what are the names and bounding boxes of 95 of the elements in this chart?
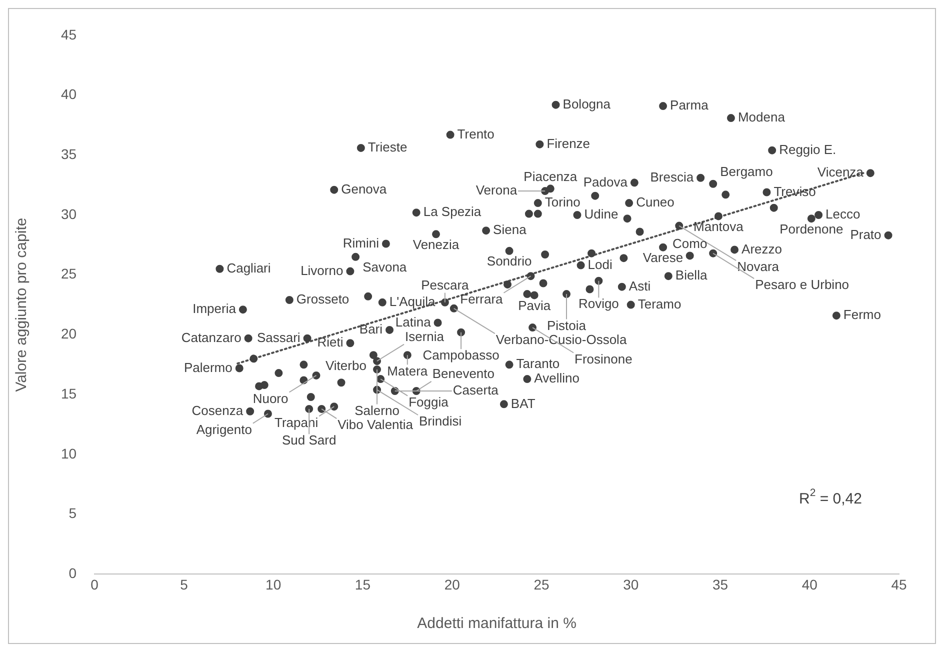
x-tick-label: 45 [891, 576, 907, 592]
annotation: Pordenone [780, 221, 844, 236]
x-tick-label: 15 [354, 576, 371, 592]
annotation: Savona [362, 260, 408, 275]
annotation: Viterbo [325, 358, 366, 373]
x-tick-label: 30 [623, 576, 639, 592]
annotation: Biella [675, 268, 708, 283]
annotation: Varese [642, 250, 684, 266]
annotation: Mantova [694, 218, 744, 234]
annotation: Imperia [192, 301, 237, 316]
annotation: Cuneo [636, 194, 674, 210]
annotation: Palermo [184, 360, 232, 375]
y-tick-label: 25 [60, 266, 77, 282]
annotation: Rovigo [578, 296, 619, 312]
annotation: Como [672, 236, 708, 252]
annotation: Fermo [843, 307, 881, 322]
annotation: Asti [628, 278, 651, 294]
annotation: Siena [493, 222, 528, 238]
annotation: Cosenza [192, 402, 244, 418]
annotation: Campobasso [422, 348, 500, 363]
x-tick-label: 40 [802, 576, 818, 592]
y-tick-label: 0 [68, 565, 77, 582]
annotation: La Spezia [423, 204, 482, 220]
annotation: Brescia [650, 169, 694, 184]
annotation: Arezzo [742, 241, 782, 256]
annotation: Latina [395, 314, 432, 330]
annotation: Venezia [412, 236, 460, 252]
y-tick-label: 10 [60, 445, 77, 462]
x-tick-label: 25 [534, 576, 550, 592]
annotation: Lecco [826, 206, 860, 222]
y-tick-label: 20 [60, 326, 77, 342]
annotation: Taranto [516, 356, 560, 372]
annotation: Matera [387, 363, 428, 378]
annotation: Livorno [300, 262, 344, 278]
annotation: Rimini [342, 235, 380, 250]
x-tick-label: 0 [90, 576, 99, 592]
y-axis-title: Valore aggiunto pro capite [13, 218, 30, 392]
x-tick-label: 20 [444, 576, 460, 592]
annotation: Pescara [421, 277, 470, 292]
annotation: Sassari [256, 330, 300, 345]
annotation: L'Aquila [389, 294, 436, 309]
annotation: Nuoro [252, 390, 288, 406]
y-tick-label: 5 [68, 505, 77, 522]
annotation: Benevento [432, 366, 495, 381]
annotation: Lodi [588, 256, 612, 272]
x-tick-label: 5 [180, 576, 188, 592]
annotation: Grosseto [296, 292, 350, 307]
annotation: Frosinone [574, 351, 632, 366]
x-tick-label: 10 [266, 576, 282, 592]
annotation: Firenze [546, 136, 590, 151]
annotation: Agrigento [196, 422, 252, 437]
y-tick-label: 40 [60, 86, 77, 102]
annotation: BAT [510, 396, 536, 411]
x-axis-title: Addetti manifattura in % [417, 615, 576, 632]
y-tick-label: 45 [60, 26, 77, 42]
annotation: Piacenza [524, 169, 578, 184]
annotation: Ferrara [460, 291, 504, 306]
annotation: Trapani [274, 414, 318, 430]
annotation: Padova [583, 174, 628, 190]
annotation: Brindisi [419, 414, 462, 429]
annotation: Bologna [562, 96, 612, 112]
annotation: Cagliari [226, 260, 271, 276]
annotation: Bergamo [720, 164, 773, 180]
annotation: Avellino [534, 370, 580, 386]
y-tick-label: 15 [60, 385, 77, 402]
annotation: Pesaro e Urbino [755, 277, 850, 292]
annotation: Parma [670, 98, 710, 113]
annotation: Udine [584, 206, 618, 222]
annotation: Salerno [354, 402, 400, 418]
x-tick-label: 35 [712, 576, 728, 592]
annotation: Sud Sard [282, 432, 336, 448]
annotation: Caserta [452, 382, 500, 398]
annotation: Trieste [368, 140, 408, 155]
annotation: Bari [359, 322, 383, 337]
annotation: Genova [341, 181, 388, 196]
annotation: Torino [544, 194, 580, 210]
y-tick-label: 30 [60, 206, 77, 222]
annotation: Rieti [317, 334, 344, 350]
annotation: Pavia [518, 298, 552, 313]
annotation: Verona [476, 182, 518, 198]
annotation: Trento [457, 126, 494, 142]
annotation: Teramo [638, 296, 682, 312]
annotation: Sondrio [486, 254, 532, 269]
annotation: Foggia [408, 394, 450, 410]
annotation: Verbano-Cusio-Ossola [496, 332, 628, 348]
annotation: Reggio E. [779, 142, 836, 157]
annotation: Modena [738, 110, 786, 125]
annotation: Vibo Valentia [338, 417, 414, 432]
annotation: Vicenza [817, 164, 864, 180]
annotation: Prato [850, 226, 882, 242]
annotation: Novara [737, 259, 780, 274]
annotation: Isernia [405, 328, 445, 344]
annotation: Catanzaro [181, 330, 242, 345]
annotation: Pistoia [546, 318, 587, 333]
y-tick-label: 35 [60, 146, 77, 162]
